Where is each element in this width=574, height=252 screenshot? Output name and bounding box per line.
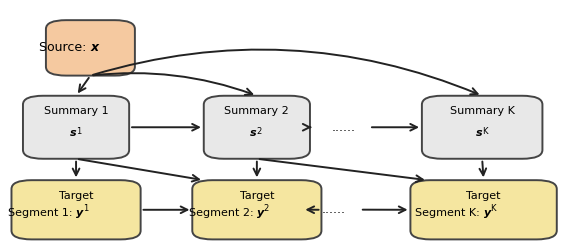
Text: 1: 1 xyxy=(83,204,88,213)
Text: 2: 2 xyxy=(263,204,269,213)
Text: ......: ...... xyxy=(322,203,346,216)
Text: K: K xyxy=(482,127,488,136)
FancyBboxPatch shape xyxy=(192,180,321,239)
Text: Segment 2:: Segment 2: xyxy=(189,208,257,218)
Text: Source:: Source: xyxy=(39,41,91,54)
Text: s: s xyxy=(69,128,76,138)
FancyBboxPatch shape xyxy=(46,20,135,76)
FancyBboxPatch shape xyxy=(204,96,310,159)
Text: s: s xyxy=(250,128,257,138)
Text: K: K xyxy=(490,204,496,213)
Text: 1: 1 xyxy=(76,127,82,136)
Text: Segment K:: Segment K: xyxy=(416,208,483,218)
Text: ......: ...... xyxy=(331,121,355,134)
FancyBboxPatch shape xyxy=(410,180,557,239)
Text: y: y xyxy=(76,208,83,218)
Text: Target: Target xyxy=(239,191,274,201)
Text: s: s xyxy=(475,128,482,138)
Text: x: x xyxy=(91,41,99,54)
Text: Target: Target xyxy=(59,191,94,201)
Text: Summary K: Summary K xyxy=(449,106,515,116)
Text: Summary 1: Summary 1 xyxy=(44,106,108,116)
FancyBboxPatch shape xyxy=(23,96,129,159)
Text: Summary 2: Summary 2 xyxy=(224,106,289,116)
Text: Segment 1:: Segment 1: xyxy=(8,208,76,218)
FancyBboxPatch shape xyxy=(422,96,542,159)
Text: y: y xyxy=(483,208,491,218)
FancyBboxPatch shape xyxy=(11,180,141,239)
Text: y: y xyxy=(257,208,264,218)
Text: 2: 2 xyxy=(257,127,262,136)
Text: Target: Target xyxy=(466,191,501,201)
